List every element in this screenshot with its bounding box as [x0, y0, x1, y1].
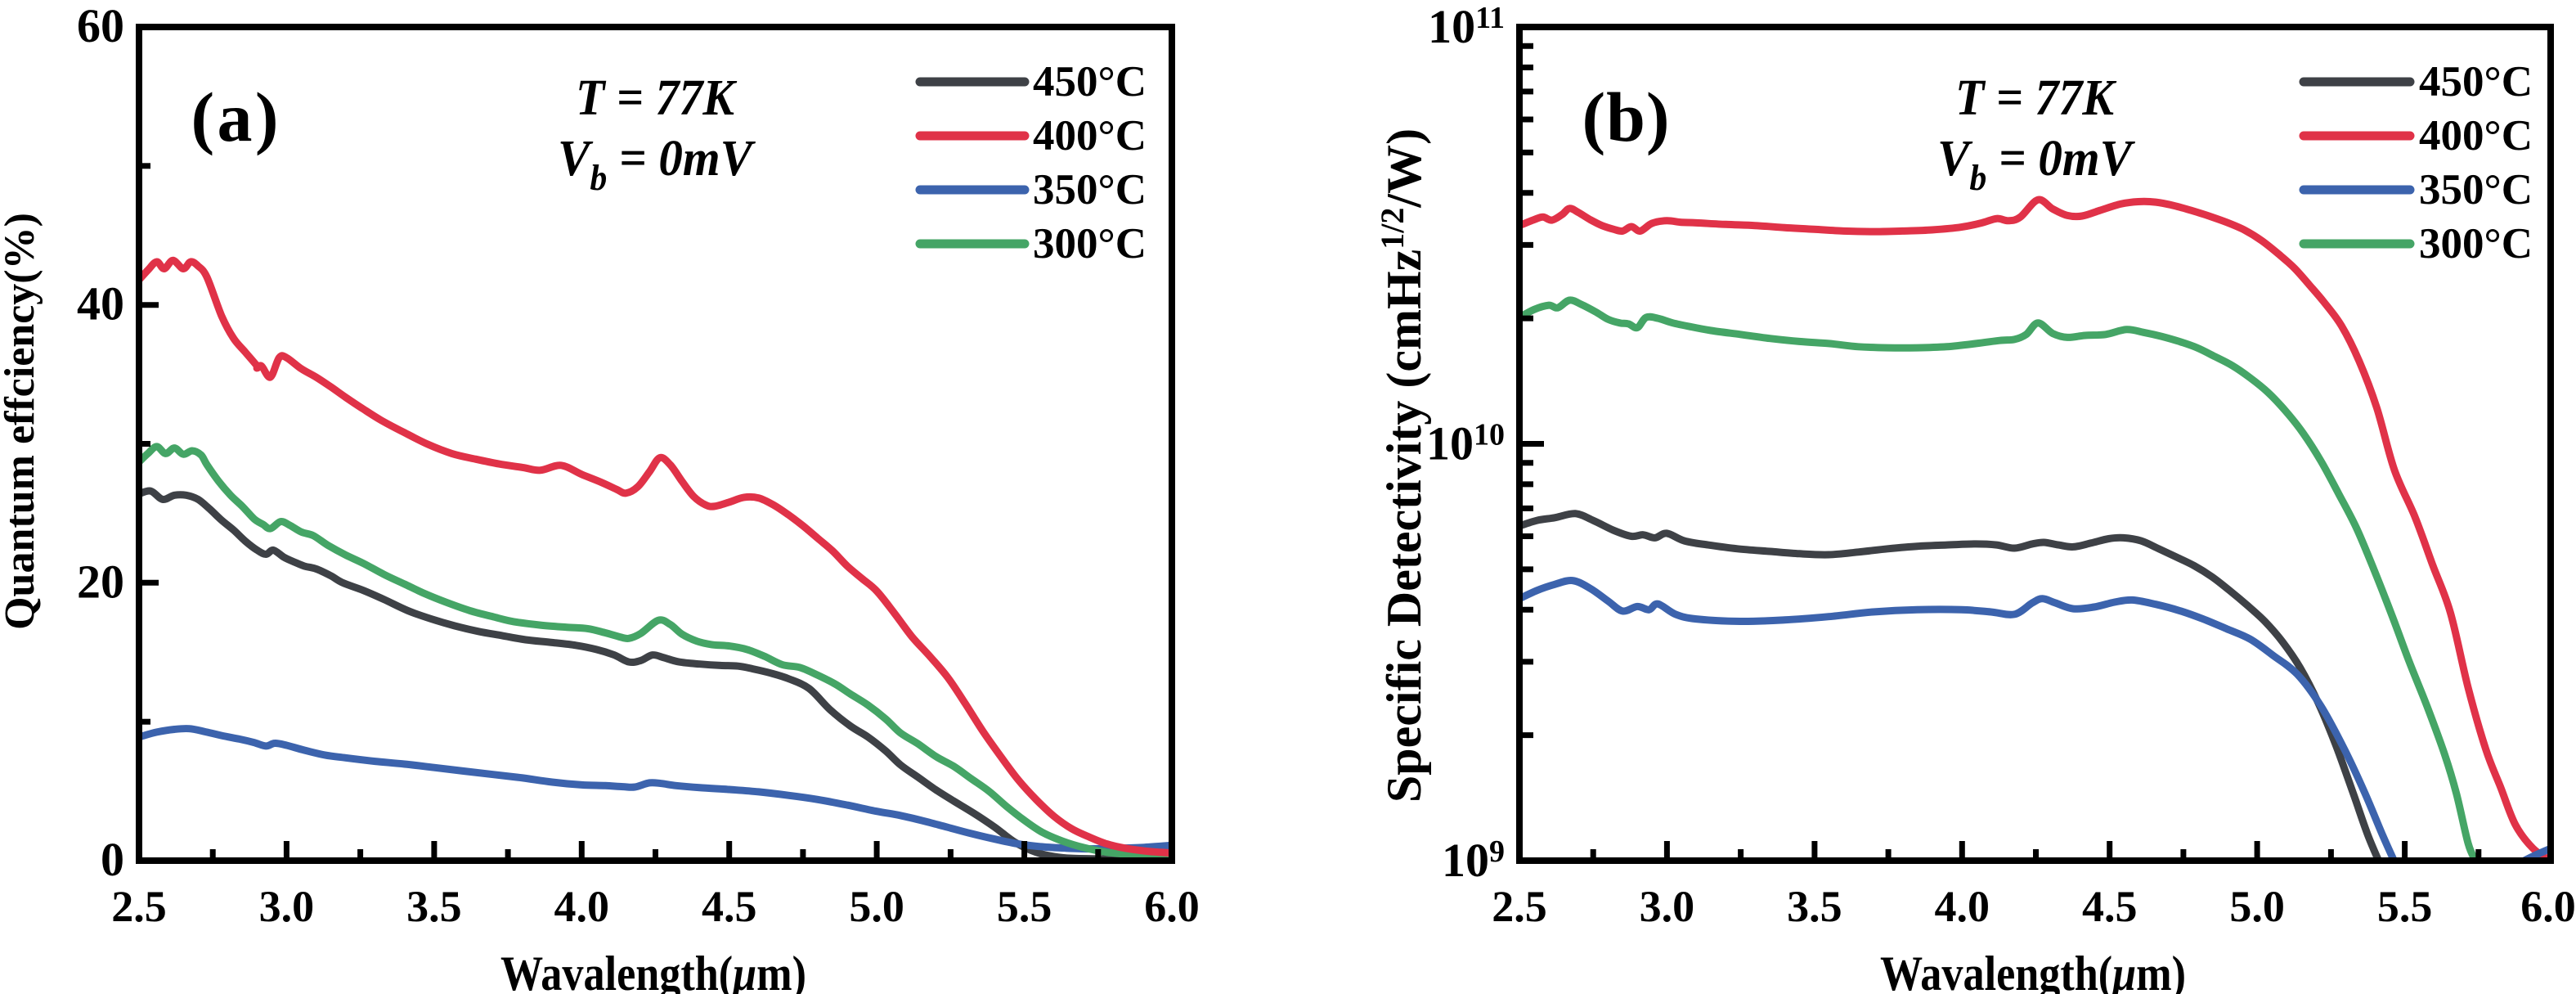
svg-text:4.0: 4.0	[1935, 882, 1990, 931]
svg-text:40: 40	[77, 277, 124, 331]
svg-text:5.0: 5.0	[849, 882, 904, 931]
svg-text:60: 60	[77, 0, 124, 52]
svg-text:(b): (b)	[1582, 78, 1670, 156]
svg-text:300°C: 300°C	[2419, 220, 2533, 268]
svg-text:450°C: 450°C	[1033, 58, 1147, 106]
svg-text:5.0: 5.0	[2229, 882, 2285, 931]
svg-text:4.5: 4.5	[702, 882, 757, 931]
svg-text:350°C: 350°C	[2419, 166, 2533, 214]
svg-text:T = 77K: T = 77K	[1955, 70, 2116, 126]
svg-text:2.5: 2.5	[1492, 882, 1547, 931]
svg-text:Wavalength(μm): Wavalength(μm)	[1880, 947, 2186, 994]
svg-text:400°C: 400°C	[1033, 112, 1147, 160]
svg-text:Wavalength(μm): Wavalength(μm)	[500, 947, 806, 994]
svg-text:450°C: 450°C	[2419, 58, 2533, 106]
svg-text:20: 20	[77, 555, 124, 608]
svg-text:5.5: 5.5	[997, 882, 1052, 931]
svg-text:3.5: 3.5	[406, 882, 462, 931]
svg-text:0: 0	[101, 833, 124, 886]
svg-text:3.0: 3.0	[259, 882, 315, 931]
svg-text:350°C: 350°C	[1033, 166, 1147, 214]
svg-text:6.0: 6.0	[2520, 882, 2576, 931]
svg-text:300°C: 300°C	[1033, 220, 1147, 268]
svg-text:3.0: 3.0	[1640, 882, 1695, 931]
svg-text:2.5: 2.5	[111, 882, 167, 931]
svg-text:4.5: 4.5	[2082, 882, 2138, 931]
svg-text:Quantum effciency(%): Quantum effciency(%)	[0, 213, 43, 630]
svg-text:400°C: 400°C	[2419, 112, 2533, 160]
svg-text:6.0: 6.0	[1144, 882, 1200, 931]
svg-text:T = 77K: T = 77K	[576, 70, 737, 126]
svg-text:(a): (a)	[191, 78, 279, 156]
svg-text:3.5: 3.5	[1787, 882, 1842, 931]
svg-text:5.5: 5.5	[2377, 882, 2433, 931]
svg-text:4.0: 4.0	[554, 882, 610, 931]
